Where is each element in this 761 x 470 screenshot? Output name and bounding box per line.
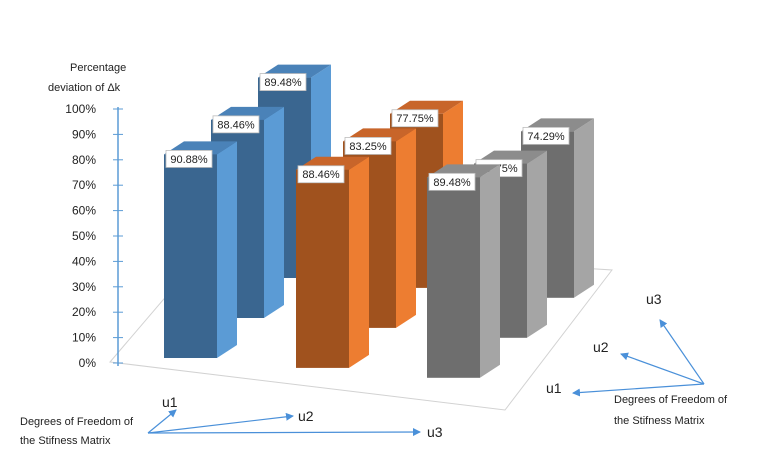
y-axis-ticks: 0% 10% 20% 30% 40% 50% 60% 70% 80% 90% 100% bbox=[65, 102, 123, 370]
data-label-box bbox=[259, 73, 307, 91]
y-tick-label: 0% bbox=[79, 356, 97, 370]
y-axis-title-line2: deviation of Δk bbox=[48, 82, 121, 94]
data-label-box bbox=[391, 109, 439, 128]
data-label: 89.48% bbox=[433, 177, 471, 189]
data-label: 90.88% bbox=[170, 154, 208, 166]
bar-blue-row-1: 90.88% bbox=[164, 141, 237, 358]
depth-axis-title-line1: Degrees of Freedom of bbox=[614, 394, 728, 406]
x-axis-title-line1: Degrees of Freedom of bbox=[20, 416, 134, 428]
bar-side-face bbox=[396, 128, 416, 328]
x-axis-arrow-u2 bbox=[147, 412, 294, 434]
depth-axis-cat-u2: u2 bbox=[593, 339, 609, 355]
y-tick-label: 10% bbox=[72, 331, 96, 345]
y-tick-label: 30% bbox=[72, 280, 96, 294]
x-axis-title-line2: the Stifness Matrix bbox=[20, 435, 111, 447]
bar-side-face bbox=[574, 118, 594, 298]
x-axis-cat-u3: u3 bbox=[427, 424, 443, 440]
bar-side-face bbox=[527, 150, 547, 338]
y-tick-label: 80% bbox=[72, 153, 96, 167]
depth-axis-arrow-u1 bbox=[572, 383, 705, 397]
bar-side-face bbox=[349, 156, 369, 368]
bar-front-face bbox=[296, 169, 349, 368]
depth-axis-arrow-u2 bbox=[620, 352, 705, 385]
data-label: 77.75% bbox=[396, 113, 434, 125]
data-label: 89.48% bbox=[264, 77, 302, 89]
bars: 89.48%77.75%74.29%88.46%83.25%77.75%90.8… bbox=[164, 64, 594, 378]
x-axis-cat-u1: u1 bbox=[162, 394, 178, 410]
bar-orange-row-1: 88.46% bbox=[296, 156, 369, 368]
y-tick-label: 60% bbox=[72, 204, 96, 218]
depth-axis-cat-u1: u1 bbox=[546, 380, 562, 396]
y-tick-label: 100% bbox=[65, 102, 96, 116]
data-label: 74.29% bbox=[527, 131, 565, 143]
y-axis-title-line1: Percentage bbox=[70, 62, 126, 74]
data-label-box bbox=[297, 165, 345, 184]
y-tick-label: 40% bbox=[72, 254, 96, 268]
y-tick-label: 70% bbox=[72, 178, 96, 192]
data-label-box bbox=[428, 172, 476, 191]
data-label-box bbox=[522, 126, 570, 145]
bar-gray-row-1: 89.48% bbox=[427, 164, 500, 378]
bar-front-face bbox=[164, 154, 217, 358]
y-tick-label: 20% bbox=[72, 305, 96, 319]
x-axis-arrow-u3 bbox=[147, 428, 421, 437]
bar-side-face bbox=[480, 164, 500, 378]
data-label: 88.46% bbox=[217, 119, 255, 131]
y-tick-label: 90% bbox=[72, 127, 96, 141]
x-axis-cat-u2: u2 bbox=[298, 408, 314, 424]
bar-side-face bbox=[264, 106, 284, 318]
data-label: 88.46% bbox=[302, 169, 340, 181]
depth-axis-cat-u3: u3 bbox=[646, 291, 662, 307]
y-tick-label: 50% bbox=[72, 229, 96, 243]
bar-side-face bbox=[217, 141, 237, 358]
x-axis-arrow-u1 bbox=[147, 409, 177, 434]
data-label-box bbox=[212, 115, 260, 134]
data-label: 83.25% bbox=[349, 141, 387, 153]
bar-front-face bbox=[427, 177, 480, 378]
depth-axis-arrow-u3 bbox=[659, 319, 705, 385]
data-label-box bbox=[165, 150, 213, 168]
depth-axis-title-line2: the Stifness Matrix bbox=[614, 415, 705, 427]
data-label-box bbox=[344, 137, 392, 155]
